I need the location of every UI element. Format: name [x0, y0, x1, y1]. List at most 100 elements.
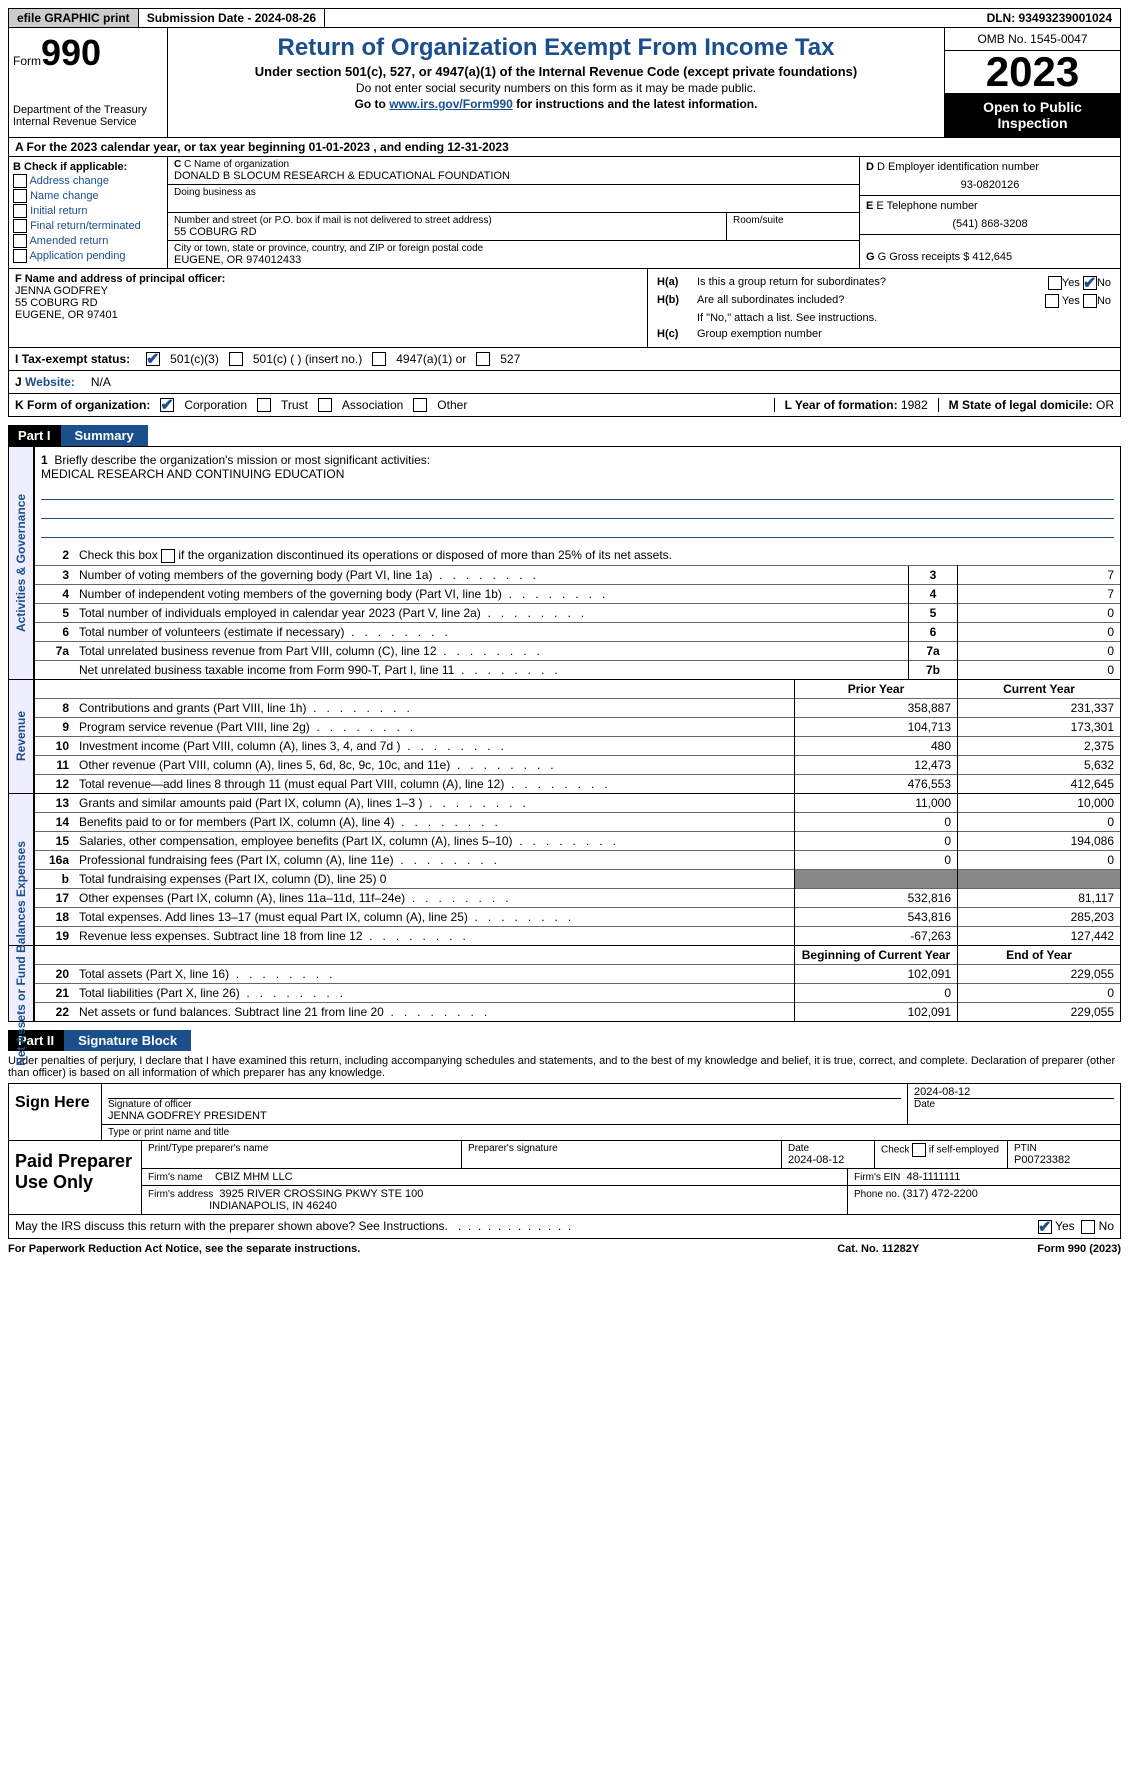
chk-discontinued[interactable] — [161, 549, 175, 563]
chk-527[interactable] — [476, 352, 490, 366]
chk-self-employed[interactable] — [912, 1143, 926, 1157]
form-title: Return of Organization Exempt From Incom… — [172, 34, 940, 62]
f-label: F Name and address of principal officer: — [15, 273, 641, 285]
e-label: E E Telephone number — [866, 200, 1114, 212]
part-1-governance: Activities & Governance 1 Briefly descri… — [8, 446, 1121, 680]
firm-ein: 48-1111111 — [906, 1171, 960, 1183]
vlabel-net: Net Assets or Fund Balances — [14, 901, 28, 1067]
addr-label: Number and street (or P.O. box if mail i… — [174, 215, 720, 226]
col-end: End of Year — [958, 946, 1121, 965]
open-inspection: Open to Public Inspection — [945, 93, 1120, 137]
chk-association[interactable] — [318, 398, 332, 412]
col-beginning: Beginning of Current Year — [795, 946, 958, 965]
city-label: City or town, state or province, country… — [174, 243, 853, 254]
dln: DLN: 93493239001024 — [979, 9, 1120, 27]
form-number: Form990 — [13, 32, 163, 74]
chk-4947[interactable] — [372, 352, 386, 366]
chk-name-change[interactable]: Name change — [13, 189, 163, 203]
chk-corporation[interactable] — [160, 398, 174, 412]
subtitle-1: Under section 501(c), 527, or 4947(a)(1)… — [172, 64, 940, 79]
chk-final-return[interactable]: Final return/terminated — [13, 219, 163, 233]
l2: Check this box if the organization disco… — [73, 546, 1120, 565]
chk-501c[interactable] — [229, 352, 243, 366]
col-c: C C Name of organization DONALD B SLOCUM… — [168, 157, 859, 268]
officer-name: JENNA GODFREY — [15, 285, 641, 297]
dept-treasury: Department of the Treasury Internal Reve… — [13, 104, 163, 128]
part-1-revenue: Revenue Prior YearCurrent Year 8Contribu… — [8, 680, 1121, 794]
prep-name-label: Print/Type preparer's name — [142, 1141, 462, 1168]
chk-initial-return[interactable]: Initial return — [13, 204, 163, 218]
section-b-to-g: B Check if applicable: Address change Na… — [8, 157, 1121, 269]
city-value: EUGENE, OR 974012433 — [174, 254, 853, 266]
hc-label: Group exemption number — [696, 327, 1112, 341]
g-gross-receipts: G G Gross receipts $ 412,645 — [866, 251, 1114, 263]
discuss-no[interactable] — [1081, 1220, 1095, 1234]
tax-year: 2023 — [945, 51, 1120, 93]
part-2-header: Part IISignature Block — [8, 1022, 1121, 1051]
firm-addr1: 3925 RIVER CROSSING PKWY STE 100 — [219, 1188, 423, 1200]
col-b: B Check if applicable: Address change Na… — [9, 157, 168, 268]
hb-label: Are all subordinates included? — [696, 293, 988, 309]
website-value: N/A — [91, 375, 111, 389]
discuss-yes[interactable] — [1038, 1220, 1052, 1234]
chk-address-change[interactable]: Address change — [13, 174, 163, 188]
vlabel-governance: Activities & Governance — [14, 494, 28, 632]
vlabel-expenses: Expenses — [14, 841, 28, 897]
part-1-expenses: Expenses 13Grants and similar amounts pa… — [8, 794, 1121, 946]
section-f-h: F Name and address of principal officer:… — [8, 269, 1121, 348]
ha-yes[interactable] — [1048, 276, 1062, 290]
irs-link[interactable]: www.irs.gov/Form990 — [389, 97, 513, 111]
form-ref: Form 990 (2023) — [1037, 1243, 1121, 1255]
col-d: D D Employer identification number 93-08… — [859, 157, 1120, 268]
efile-print-button[interactable]: efile GRAPHIC print — [9, 9, 139, 27]
sign-here-block: Sign Here Signature of officer JENNA GOD… — [8, 1083, 1121, 1141]
top-bar: efile GRAPHIC print Submission Date - 20… — [8, 8, 1121, 28]
part-1-netassets: Net Assets or Fund Balances Beginning of… — [8, 946, 1121, 1022]
sig-date: 2024-08-12 — [914, 1086, 1114, 1098]
firm-name: CBIZ MHM LLC — [215, 1171, 293, 1183]
firm-ein-label: Firm's EIN — [854, 1172, 900, 1183]
type-print-label: Type or print name and title — [102, 1125, 1120, 1140]
state-domicile: M State of legal domicile: OR — [938, 398, 1114, 412]
chk-application-pending[interactable]: Application pending — [13, 249, 163, 263]
row-i: I Tax-exempt status: 501(c)(3) 501(c) ( … — [8, 348, 1121, 371]
ha-label: Is this a group return for subordinates? — [696, 275, 988, 291]
ptin-value: P00723382 — [1014, 1154, 1114, 1166]
l1-label: Briefly describe the organization's miss… — [54, 453, 430, 467]
chk-amended[interactable]: Amended return — [13, 234, 163, 248]
sig-intro: Under penalties of perjury, I declare th… — [8, 1051, 1121, 1083]
hb-no[interactable] — [1083, 294, 1097, 308]
chk-trust[interactable] — [257, 398, 271, 412]
phone-value: (541) 868-3208 — [866, 218, 1114, 230]
chk-other[interactable] — [413, 398, 427, 412]
subtitle-3: Go to www.irs.gov/Form990 for instructio… — [172, 97, 940, 111]
firm-phone-label: Phone no. — [854, 1189, 900, 1200]
firm-name-label: Firm's name — [148, 1172, 203, 1183]
prep-sig-label: Preparer's signature — [462, 1141, 782, 1168]
submission-date: Submission Date - 2024-08-26 — [139, 9, 325, 27]
row-k: K Form of organization: Corporation Trus… — [8, 394, 1121, 417]
officer-addr2: EUGENE, OR 97401 — [15, 309, 641, 321]
room-label: Room/suite — [733, 215, 853, 226]
chk-501c3[interactable] — [146, 352, 160, 366]
hb-yes[interactable] — [1045, 294, 1059, 308]
sig-officer-name: JENNA GODFREY PRESIDENT — [108, 1110, 901, 1122]
c-name-label: C C Name of organization — [174, 159, 853, 170]
discuss-text: May the IRS discuss this return with the… — [15, 1219, 448, 1233]
subtitle-2: Do not enter social security numbers on … — [172, 81, 940, 95]
sig-date-label: Date — [914, 1098, 1114, 1110]
org-name: DONALD B SLOCUM RESEARCH & EDUCATIONAL F… — [174, 170, 853, 182]
cat-no: Cat. No. 11282Y — [837, 1243, 1037, 1255]
hb-note: If "No," attach a list. See instructions… — [696, 311, 1112, 325]
paid-preparer-label: Paid Preparer Use Only — [9, 1141, 142, 1214]
firm-addr-label: Firm's address — [148, 1189, 213, 1200]
officer-addr1: 55 COBURG RD — [15, 297, 641, 309]
ptin-label: PTIN — [1014, 1143, 1114, 1154]
dba-label: Doing business as — [174, 187, 853, 198]
ha-no[interactable] — [1083, 276, 1097, 290]
row-j: J Website: N/A — [8, 371, 1121, 394]
col-prior: Prior Year — [795, 680, 958, 699]
addr-value: 55 COBURG RD — [174, 226, 720, 238]
line-a: A For the 2023 calendar year, or tax yea… — [8, 138, 1121, 157]
col-current: Current Year — [958, 680, 1121, 699]
